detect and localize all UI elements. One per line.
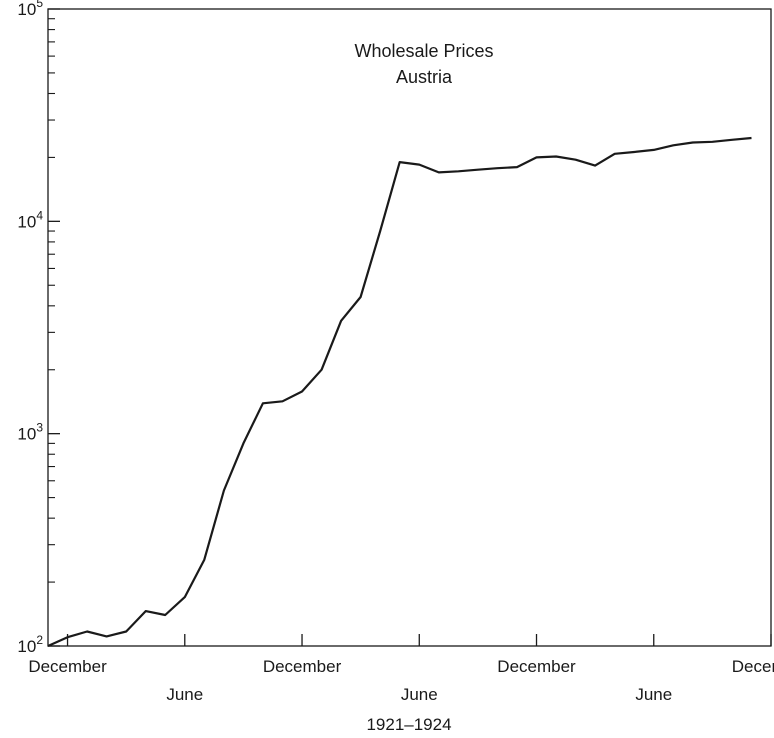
y-tick-exponent: 5 bbox=[36, 0, 43, 10]
y-tick-label: 104 bbox=[17, 208, 43, 231]
y-tick-exponent: 3 bbox=[36, 421, 43, 435]
x-tick-label: December bbox=[732, 657, 774, 676]
y-tick-label: 103 bbox=[17, 421, 43, 444]
series-line bbox=[47, 136, 752, 648]
y-tick-label: 105 bbox=[17, 0, 43, 19]
chart-title: Wholesale Prices bbox=[354, 41, 493, 61]
x-tick-label: December bbox=[263, 657, 342, 676]
y-tick-base: 10 bbox=[17, 637, 36, 656]
y-tick-exponent: 2 bbox=[36, 633, 43, 647]
y-tick-base: 10 bbox=[17, 0, 36, 19]
y-tick-exponent: 4 bbox=[36, 208, 43, 222]
x-axis: December June December June December June Dece… bbox=[28, 634, 774, 704]
x-tick-label: June bbox=[166, 685, 203, 704]
y-tick-base: 10 bbox=[17, 212, 36, 231]
plot-frame bbox=[47, 8, 772, 647]
x-tick-label: June bbox=[635, 685, 672, 704]
y-tick-base: 10 bbox=[17, 425, 36, 444]
x-axis-label: 1921–1924 bbox=[366, 715, 451, 734]
x-tick-label: December bbox=[28, 657, 107, 676]
chart-subtitle: Austria bbox=[396, 67, 453, 87]
x-tick-label: December bbox=[497, 657, 576, 676]
x-tick-label: June bbox=[401, 685, 438, 704]
y-tick-label: 102 bbox=[17, 633, 43, 656]
